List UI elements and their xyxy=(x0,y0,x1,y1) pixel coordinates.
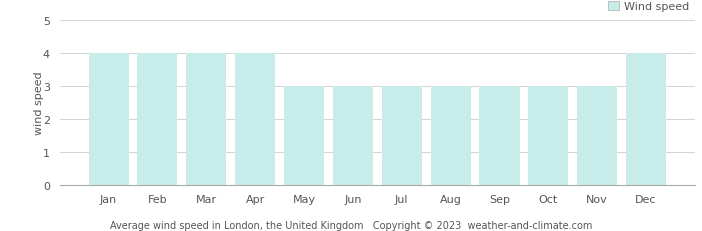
Bar xyxy=(382,86,422,185)
Bar xyxy=(577,86,617,185)
Bar xyxy=(479,86,519,185)
Bar xyxy=(138,54,178,185)
Bar xyxy=(626,54,666,185)
Bar xyxy=(186,54,226,185)
Bar xyxy=(333,86,373,185)
Bar xyxy=(235,54,275,185)
Y-axis label: wind speed: wind speed xyxy=(34,71,44,134)
Text: Average wind speed in London, the United Kingdom   Copyright © 2023  weather-and: Average wind speed in London, the United… xyxy=(110,220,592,230)
Bar xyxy=(430,86,470,185)
Legend: Wind speed: Wind speed xyxy=(607,2,689,12)
Bar xyxy=(88,54,128,185)
Bar xyxy=(529,86,569,185)
Bar xyxy=(284,86,324,185)
